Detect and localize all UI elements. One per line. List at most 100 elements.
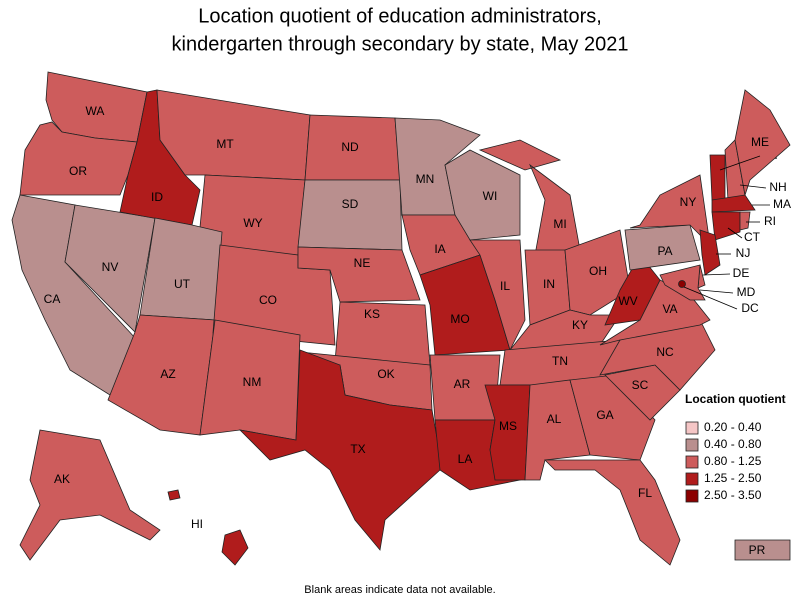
state-label: FL [638,486,652,500]
state-label: MT [216,137,234,151]
state: MA [711,194,791,213]
state: MI [478,139,581,256]
state-label: MD [737,285,756,299]
state-label: TX [350,442,365,456]
state: DC [678,280,759,315]
state-label: CO [259,293,277,307]
state-shape [678,280,686,288]
state-label: OH [589,264,607,278]
state-label: AZ [160,367,175,381]
state-label: CT [744,230,761,244]
legend-swatch [685,438,699,452]
state: AK [19,429,161,561]
state-label: PA [657,244,672,258]
state-label: DC [741,301,759,315]
legend-label: 0.40 - 0.80 [704,437,762,451]
state: WI [444,149,521,241]
state-label: OK [377,367,394,381]
state-label: IA [434,242,445,256]
state-label: NH [769,180,786,194]
state: WY [197,174,306,256]
state-label: CA [44,292,61,306]
state-shape [167,489,249,566]
state: NM [199,319,301,441]
state: MO [419,254,511,356]
legend-swatch [685,472,699,486]
state-label: ND [341,140,359,154]
state-label: AR [454,377,471,391]
state-label: AK [54,472,70,486]
legend-label: 0.20 - 0.40 [704,420,762,434]
state-label: NV [102,260,119,274]
state: OK [299,351,433,411]
leader-lines [683,155,770,310]
state: SC [604,364,681,421]
state-label: LA [458,452,473,466]
state-label: VA [662,302,677,316]
state: CT [711,211,761,244]
state-label: NM [243,375,262,389]
state-label: NE [354,256,371,270]
state-shape [156,89,311,181]
state-label: NY [680,195,697,209]
state-shape [699,229,721,276]
state: AR [429,354,501,421]
state: UT [139,217,223,321]
state-shape [238,349,441,551]
state-shape [544,459,681,566]
state-shape [624,224,701,271]
title-line: Location quotient of education administr… [198,5,602,27]
state-label: WA [86,104,105,118]
state-label: DE [733,266,750,280]
legend-swatch [685,489,699,503]
state-label: IL [500,279,510,293]
state-label: MN [416,172,435,186]
footnote: Blank areas indicate data not available. [304,584,495,596]
state-label: UT [174,277,191,291]
state: HI [167,489,249,566]
state: PR [734,539,791,561]
state-shape [711,194,756,213]
legend-title: Location quotient [685,392,786,406]
state-label: OR [69,164,87,178]
state: ND [304,114,401,181]
state: TX [238,349,441,551]
state: OH [564,229,631,316]
state-label: MA [773,197,791,211]
state: KS [334,301,431,366]
state-label: NJ [736,246,751,260]
state-label: PR [749,543,766,557]
state: SD [297,179,403,251]
state-shape [709,154,726,201]
state-label: MI [553,217,566,231]
state-label: WV [618,294,637,308]
state: PA [624,224,701,271]
state-shape [19,429,161,561]
state-shape [334,301,431,366]
state-label: KS [364,307,380,321]
state-label: MO [450,312,469,326]
state-label: WY [243,216,262,230]
state-shape [139,217,223,321]
state-label: AL [547,412,562,426]
state-shape [734,539,791,561]
state-label: KY [572,318,588,332]
state: OR [19,121,138,196]
state: NY [629,174,711,247]
state-label: NC [656,345,674,359]
state-shape [19,121,138,196]
legend: 0.20 - 0.40 0.40 - 0.80 0.80 - 1.25 1.25 - … [685,420,762,503]
legend-swatch [685,455,699,469]
legend-swatch [685,421,699,435]
state-label: GA [596,408,613,422]
state: IN [524,249,571,326]
state-shape [711,211,741,241]
legend-label: 1.25 - 2.50 [704,471,762,485]
state-label: WI [483,189,498,203]
state-shape [444,149,521,241]
state: NJ [699,229,751,276]
state-shape [739,211,751,231]
state-label: HI [191,517,203,531]
state-label: TN [552,354,568,368]
